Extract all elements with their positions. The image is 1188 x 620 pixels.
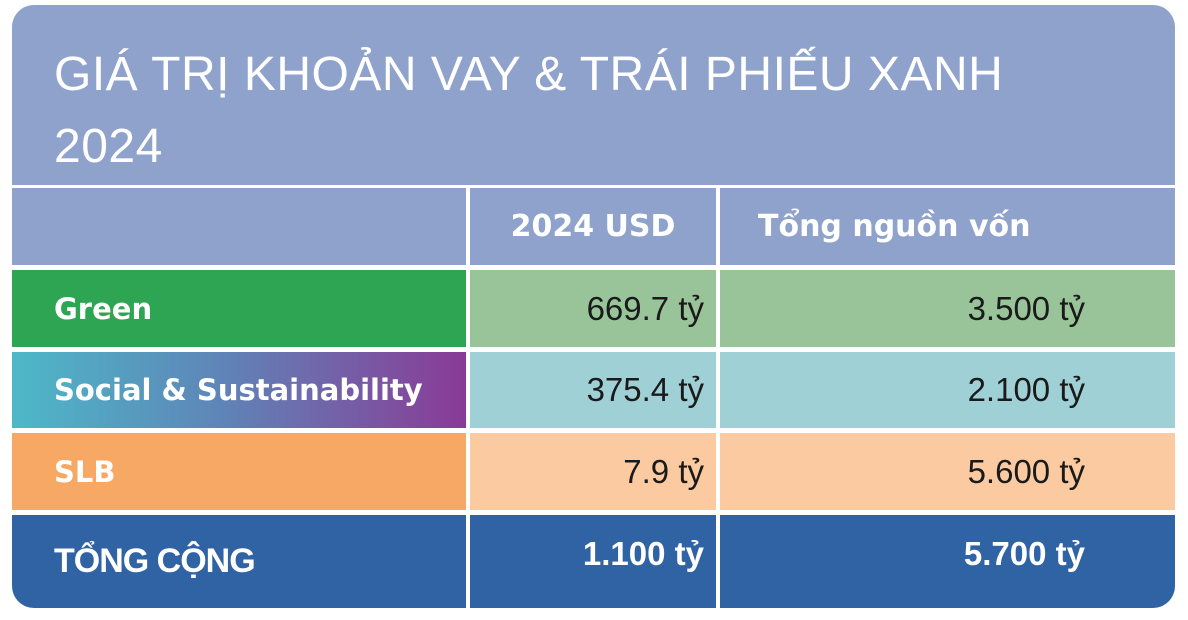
title: GIÁ TRỊ KHOẢN VAY & TRÁI PHIẾU XANH 2024	[54, 48, 1004, 173]
value-cell: 7.9 tỷ	[470, 433, 716, 510]
value-cell: 2.100 tỷ	[720, 352, 1175, 428]
value-cell: 3.500 tỷ	[720, 270, 1175, 347]
value-cell: 5.700 tỷ	[720, 515, 1175, 608]
row-label: TỔNG CỘNG	[12, 515, 466, 608]
row-label: Green	[12, 270, 466, 347]
header-cell: 2024 USD	[470, 188, 716, 265]
row-label: SLB	[12, 433, 466, 510]
header-cell: Tổng nguồn vốn	[720, 188, 1175, 265]
value-cell: 375.4 tỷ	[470, 352, 716, 428]
value-cell: 5.600 tỷ	[720, 433, 1175, 510]
value-cell: 669.7 tỷ	[470, 270, 716, 347]
table-card: GIÁ TRỊ KHOẢN VAY & TRÁI PHIẾU XANH 2024…	[12, 5, 1175, 608]
row-label: Social & Sustainability	[12, 352, 466, 428]
value-cell: 1.100 tỷ	[470, 515, 716, 608]
title-banner: GIÁ TRỊ KHOẢN VAY & TRÁI PHIẾU XANH 2024	[12, 5, 1175, 185]
header-cell	[12, 188, 466, 265]
